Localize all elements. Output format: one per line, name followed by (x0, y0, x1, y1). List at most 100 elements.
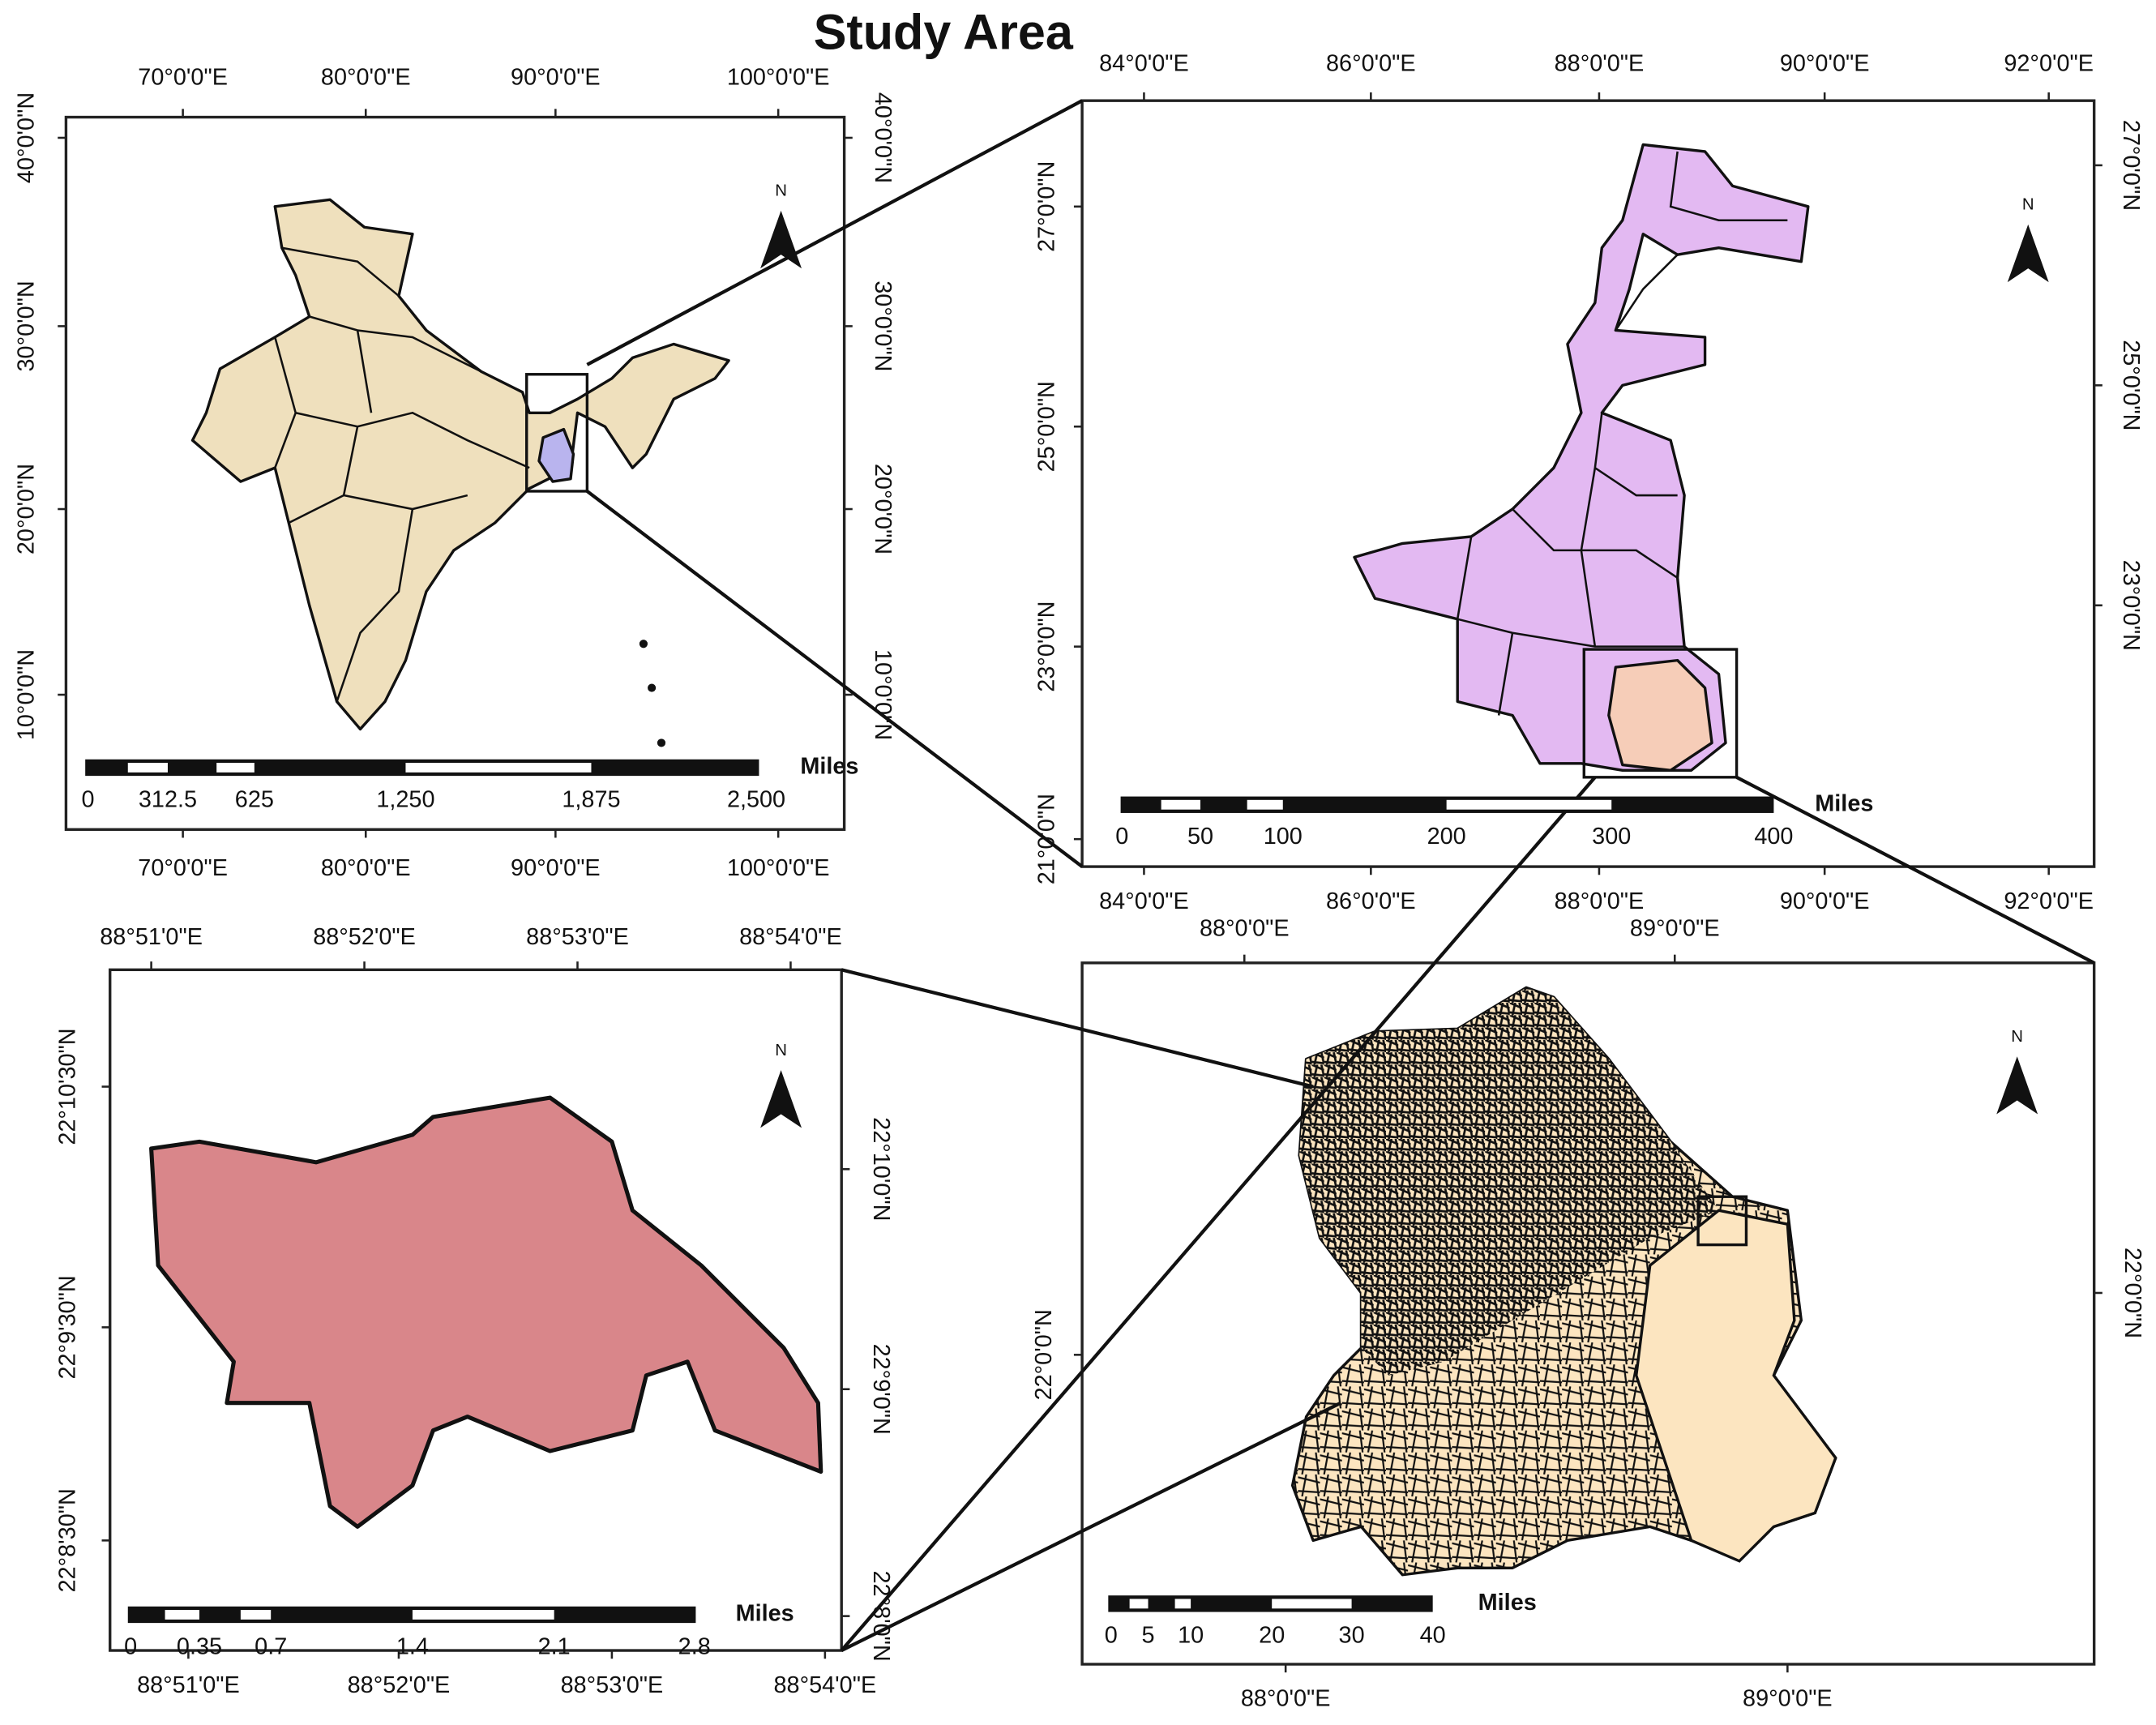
scale-label: 0 (1105, 1623, 1118, 1649)
scale-bar-segment (1174, 1599, 1191, 1609)
north-arrow (1996, 1056, 2038, 1115)
left-tick-label: 30°0'0"N (14, 280, 40, 371)
scale-label: 30 (1339, 1623, 1365, 1649)
top-tick-label: 90°0'0"E (511, 65, 601, 91)
scale-label: 0.7 (255, 1633, 287, 1659)
india-map (190, 198, 730, 731)
sundarbans (1635, 1209, 1837, 1563)
scale-bar-segment (216, 763, 255, 773)
top-tick-label: 100°0'0"E (727, 65, 830, 91)
top-tick-label: 80°0'0"E (321, 65, 411, 91)
scale-label: 0 (82, 786, 95, 812)
scale-bar-segment (405, 763, 592, 773)
scale-label: 10 (1178, 1623, 1204, 1649)
right-tick-label: 30°0'0"N (870, 280, 896, 371)
left-tick-label: 22°9'30"N (54, 1275, 80, 1379)
bottom-tick-label: 88°51'0"E (137, 1672, 240, 1698)
top-tick-label: 70°0'0"E (138, 65, 228, 91)
west-bengal-inset (537, 427, 575, 483)
bottom-tick-label: 88°0'0"E (1555, 888, 1645, 914)
top-tick-label: 92°0'0"E (2004, 51, 2094, 77)
connector-lines (586, 99, 2095, 1652)
bottom-tick-label: 80°0'0"E (321, 855, 411, 881)
right-tick-label: 10°0'0"N (870, 649, 896, 740)
panel-frame (1080, 99, 2096, 868)
study-area-map (149, 1095, 823, 1529)
north-label: N (775, 1042, 787, 1059)
bottom-tick-label: 84°0'0"E (1099, 888, 1189, 914)
right-tick-label: 22°0'0"N (2120, 1248, 2145, 1338)
scale-label: 625 (235, 786, 274, 812)
scale-unit: Miles (1815, 790, 1873, 816)
north-label: N (2011, 1028, 2023, 1046)
scale-label: 20 (1259, 1623, 1285, 1649)
north-arrow (2007, 224, 2049, 283)
top-tick-label: 84°0'0"E (1099, 51, 1189, 77)
right-tick-label: 40°0'0"N (870, 92, 896, 183)
scale-bar-segment (240, 1610, 272, 1620)
scale-label: 0.35 (177, 1633, 222, 1659)
bottom-tick-label: 92°0'0"E (2004, 888, 2094, 914)
islands (639, 640, 648, 648)
scale-label: 300 (1592, 824, 1631, 850)
bottom-tick-label: 88°0'0"E (1241, 1686, 1331, 1712)
west-bengal-map (1353, 143, 1810, 773)
zoom-box (525, 373, 589, 493)
right-tick-label: 22°10'0"N (868, 1117, 894, 1221)
scale-bar (127, 1606, 696, 1624)
scale-label: 1,250 (376, 786, 434, 812)
left-tick-label: 23°0'0"N (1033, 601, 1059, 692)
right-tick-label: 23°0'0"N (2118, 560, 2144, 651)
scale-unit: Miles (1478, 1590, 1537, 1616)
bottom-tick-label: 89°0'0"E (1743, 1686, 1833, 1712)
top-tick-label: 90°0'0"E (1780, 51, 1870, 77)
bottom-tick-label: 88°54'0"E (774, 1672, 877, 1698)
scale-label: 2.8 (678, 1633, 711, 1659)
top-tick-label: 88°53'0"E (526, 924, 629, 950)
top-tick-label: 88°0'0"E (1200, 916, 1290, 942)
state-borders (274, 246, 530, 702)
scale-bar (1108, 1595, 1433, 1612)
scale-label: 312.5 (139, 786, 197, 812)
left-tick-label: 40°0'0"N (14, 92, 40, 183)
bottom-tick-label: 88°53'0"E (561, 1672, 664, 1698)
top-tick-label: 89°0'0"E (1630, 916, 1720, 942)
zoom-box (1696, 1195, 1748, 1247)
scale-bar-segment (1247, 799, 1283, 810)
north-label: N (2022, 195, 2034, 213)
islands (648, 683, 657, 692)
scale-bar-segment (165, 1610, 199, 1620)
north-label: N (775, 182, 787, 200)
scale-unit: Miles (736, 1601, 794, 1627)
top-tick-label: 86°0'0"E (1326, 51, 1416, 77)
left-tick-label: 25°0'0"N (1033, 381, 1059, 472)
bottom-tick-label: 70°0'0"E (138, 855, 228, 881)
north-arrow (760, 210, 802, 269)
scale-bar-segment (127, 763, 168, 773)
scale-label: 1.4 (396, 1633, 429, 1659)
scale-bar-segment (412, 1610, 554, 1620)
top-tick-label: 88°54'0"E (739, 924, 842, 950)
right-tick-label: 22°9'0"N (868, 1344, 894, 1435)
left-tick-label: 21°0'0"N (1033, 794, 1059, 884)
left-tick-label: 27°0'0"N (1033, 161, 1059, 252)
scale-label: 1,875 (562, 786, 620, 812)
bottom-tick-label: 100°0'0"E (727, 855, 830, 881)
panel-frame (109, 968, 843, 1652)
scale-label: 50 (1187, 824, 1213, 850)
left-tick-label: 10°0'0"N (14, 649, 40, 740)
south-24-parganas-inset (1607, 658, 1713, 773)
top-tick-label: 88°52'0"E (313, 924, 416, 950)
scale-label: 400 (1754, 824, 1793, 850)
panel-frame (64, 115, 846, 831)
scale-label: 100 (1264, 824, 1303, 850)
panel-frame (1080, 961, 2096, 1666)
right-tick-label: 27°0'0"N (2118, 120, 2144, 211)
bottom-tick-label: 90°0'0"E (511, 855, 601, 881)
right-tick-label: 20°0'0"N (870, 464, 896, 554)
scale-label: 2.1 (538, 1633, 571, 1659)
right-tick-label: 25°0'0"N (2118, 340, 2144, 430)
right-tick-label: 22°8'0"N (868, 1571, 894, 1662)
left-tick-label: 22°0'0"N (1031, 1309, 1057, 1400)
